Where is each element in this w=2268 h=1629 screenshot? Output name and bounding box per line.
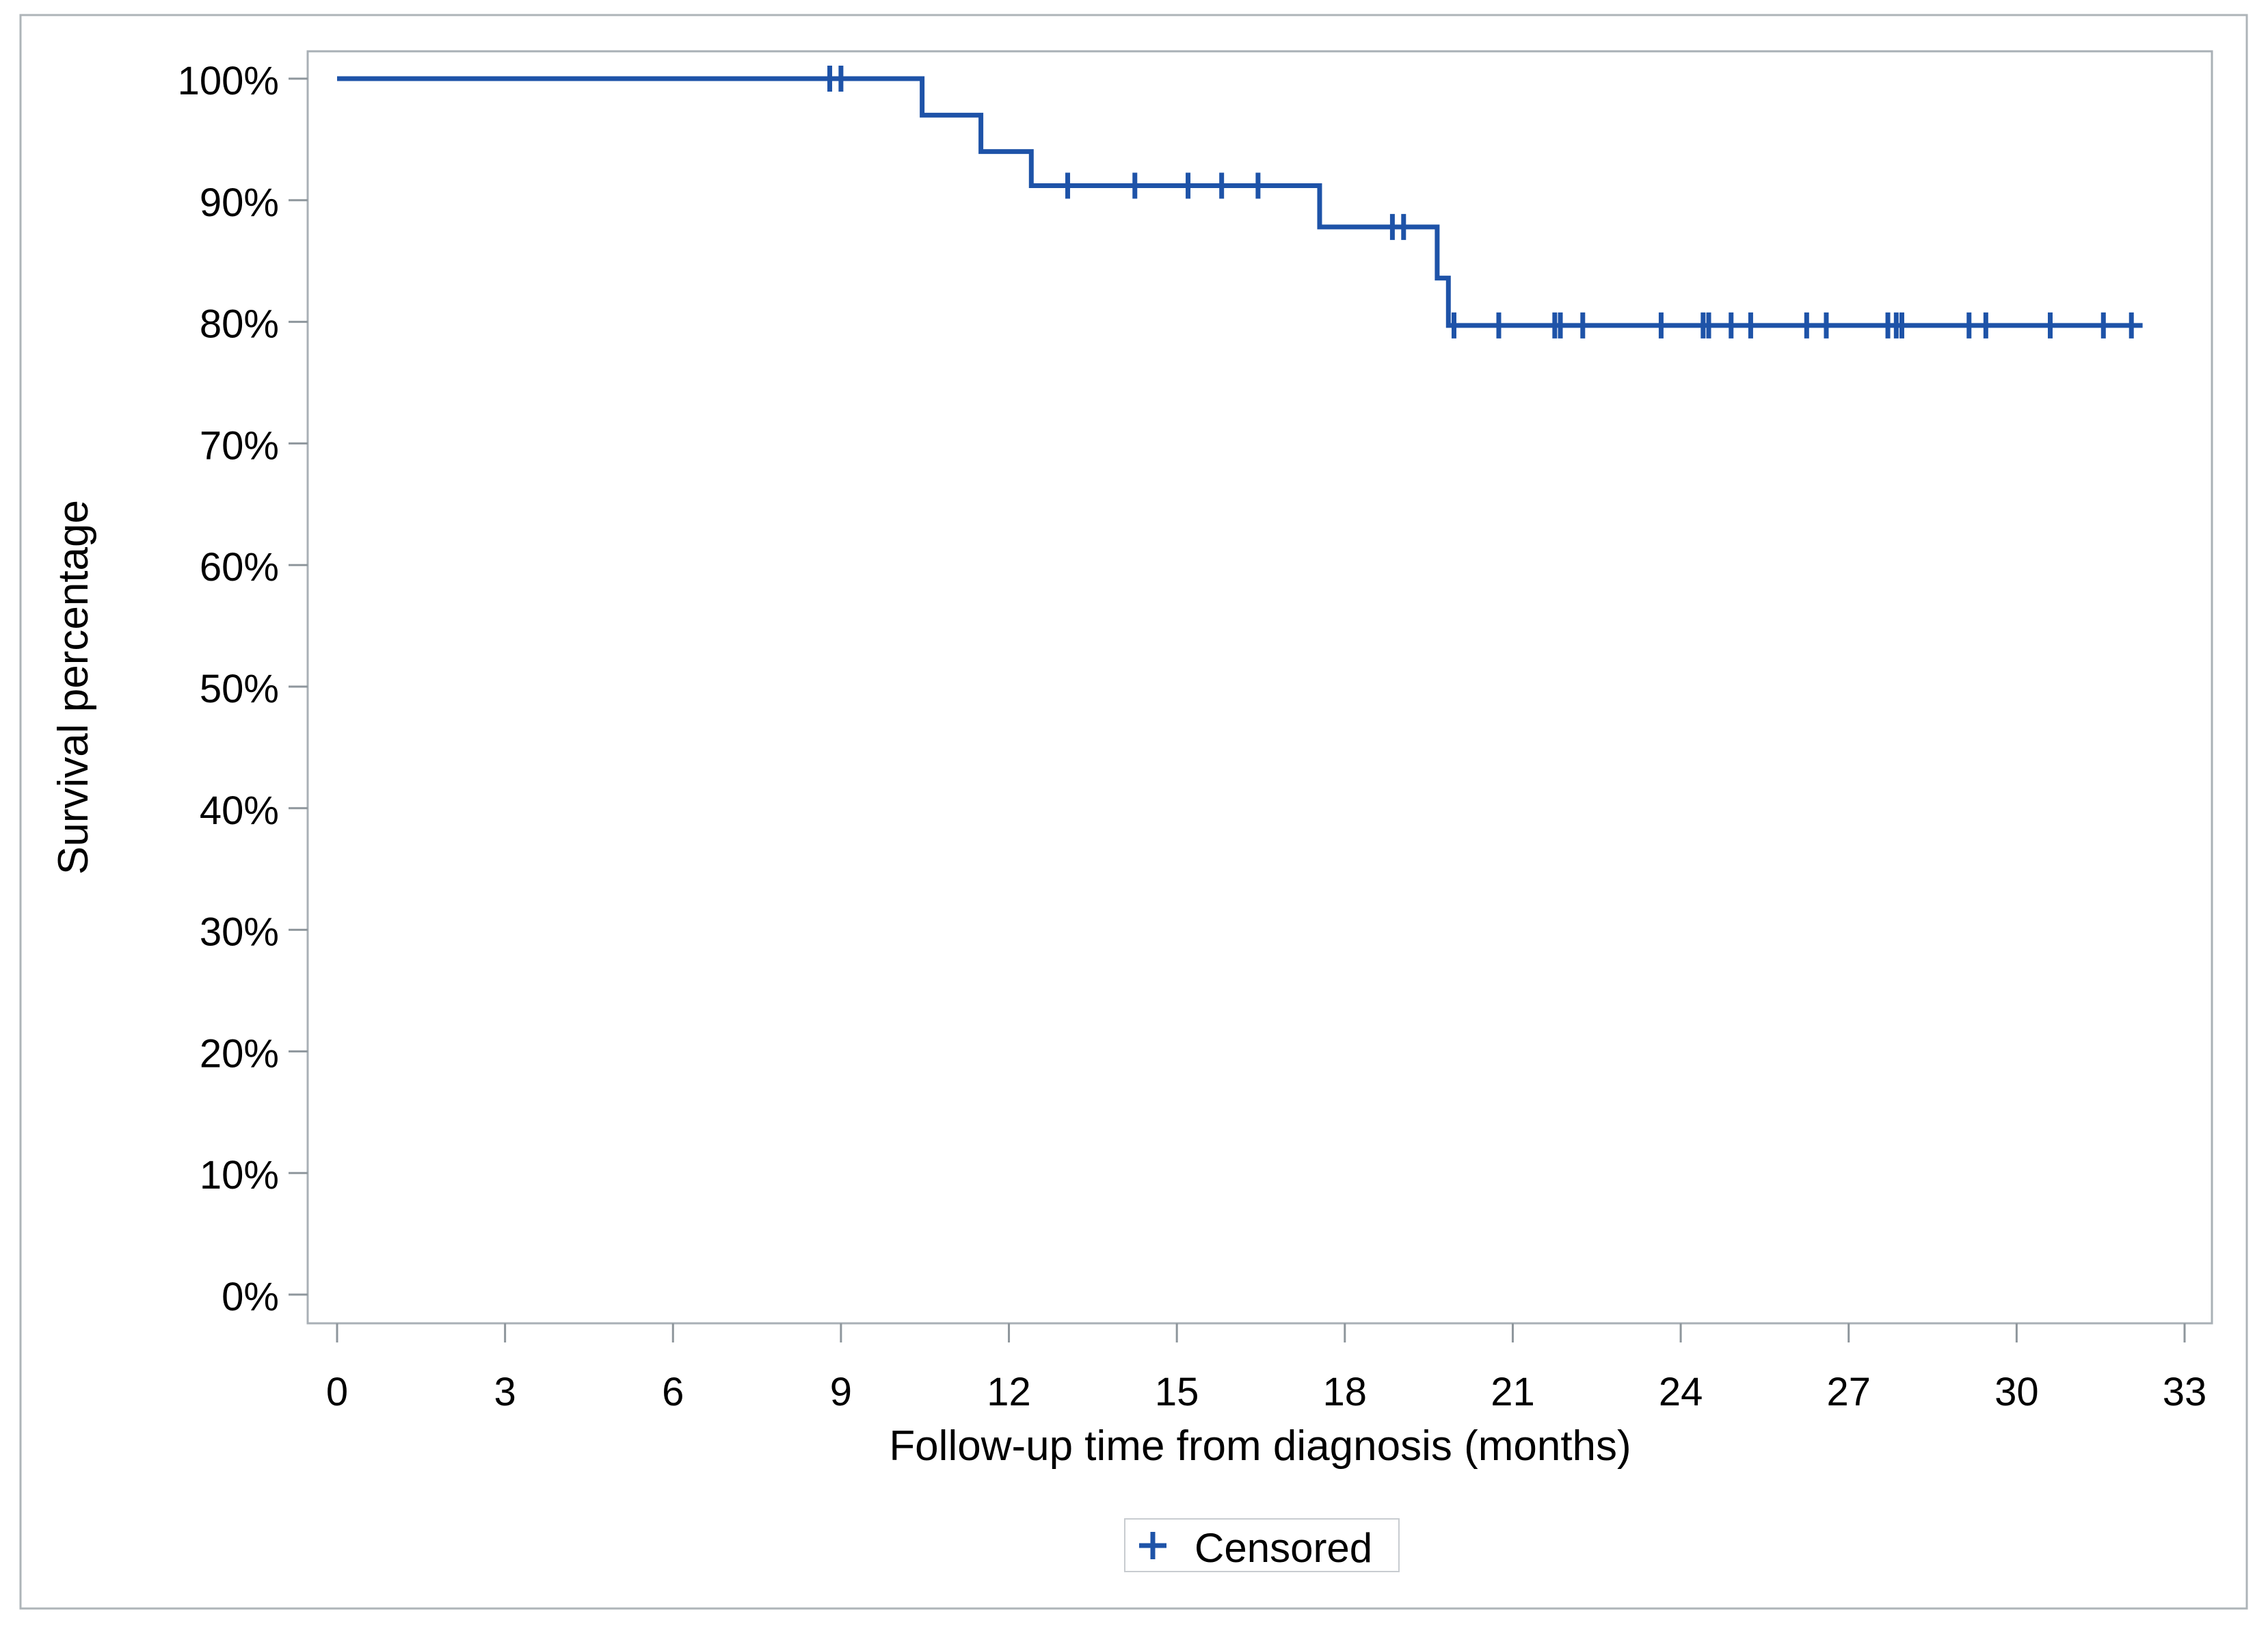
y-tick-label: 0% [222,1275,279,1319]
censored-plus-icon [1139,1532,1166,1559]
y-axis-ticks: 100% 90% 80% 70% 60% 50% 40% 30% 20% 10% 0% [178,59,308,1319]
legend-label: Censored [1195,1525,1372,1571]
x-tick-label: 9 [830,1370,852,1414]
x-tick-label: 15 [1155,1370,1199,1414]
y-tick-label: 100% [178,59,279,103]
y-tick-label: 80% [200,302,279,347]
x-axis-title: Follow-up time from diagnosis (months) [889,1422,1631,1470]
y-axis-title: Survival percentage [50,500,97,875]
y-tick-label: 90% [200,181,279,225]
x-tick-label: 6 [662,1370,684,1414]
x-tick-label: 0 [326,1370,348,1414]
survival-curve [337,76,2143,328]
y-tick-label: 30% [200,910,279,955]
figure-border [19,14,2248,1610]
x-tick-label: 21 [1491,1370,1535,1414]
legend-box [1124,1518,1400,1572]
x-tick-label: 12 [987,1370,1031,1414]
legend: Censored [1124,1518,1400,1572]
x-axis-ticks: 0 3 6 9 12 15 18 21 24 27 30 33 [326,1323,2206,1414]
y-tick-label: 40% [200,789,279,833]
censor-marks [827,66,2134,339]
x-tick-label: 27 [1826,1370,1871,1414]
x-tick-label: 3 [494,1370,516,1414]
y-tick-label: 50% [200,667,279,711]
y-tick-label: 60% [200,545,279,590]
y-tick-label: 20% [200,1031,279,1076]
x-tick-label: 24 [1659,1370,1703,1414]
x-tick-label: 30 [1994,1370,2039,1414]
x-tick-label: 33 [2163,1370,2207,1414]
y-tick-label: 10% [200,1153,279,1197]
x-tick-label: 18 [1323,1370,1368,1414]
y-tick-label: 70% [200,423,279,468]
